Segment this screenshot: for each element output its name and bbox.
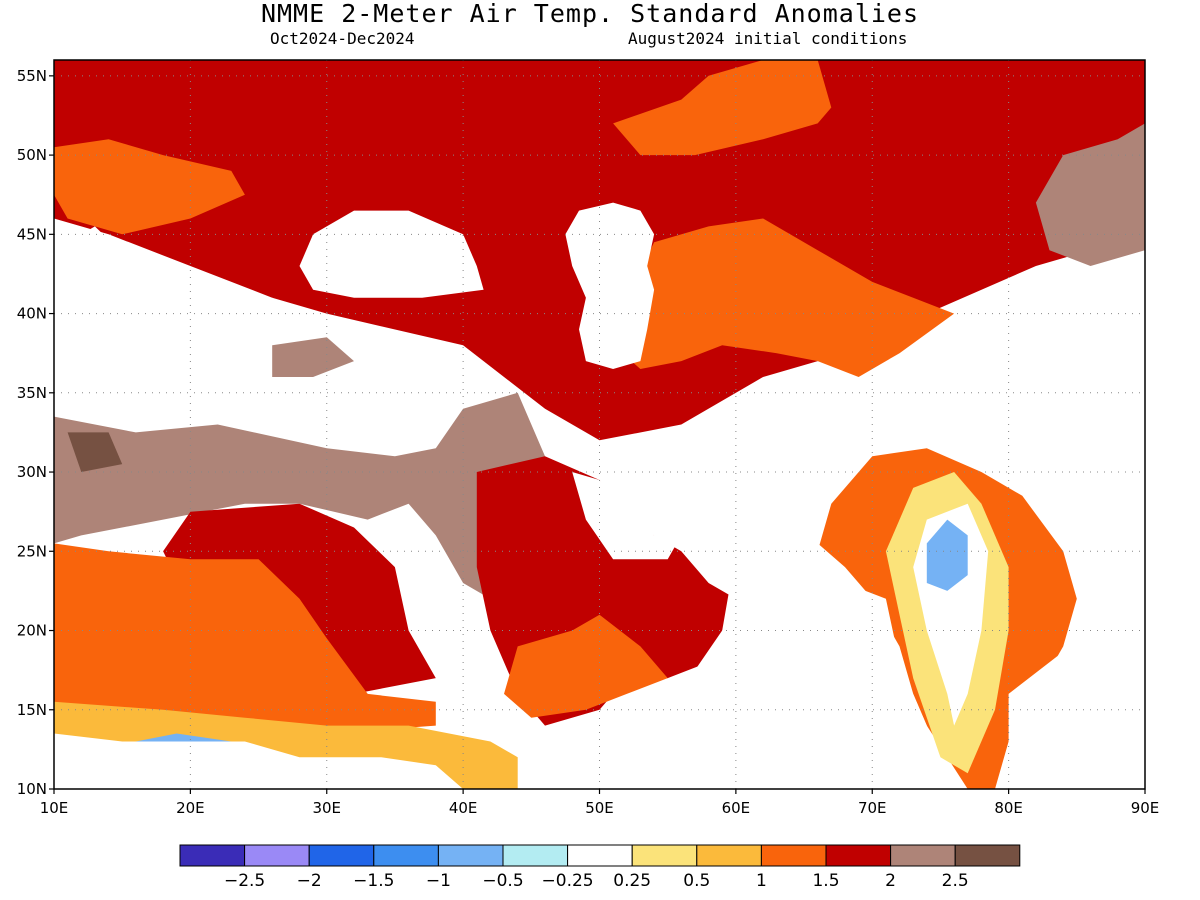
map-title: NMME 2-Meter Air Temp. Standard Anomalie… [260, 0, 920, 28]
colorbar-swatch [567, 844, 633, 867]
colorbar-label: −1.5 [353, 871, 394, 891]
lat-tick-label: 30N [17, 463, 47, 481]
region-gulf-white [572, 472, 682, 560]
region-arabian-sea-white [531, 543, 955, 789]
colorbar-label: 2.5 [942, 871, 969, 891]
colorbar-swatch [631, 844, 698, 867]
colorbar-label: 1.5 [812, 871, 839, 891]
lat-tick-label: 55N [17, 67, 47, 85]
colorbar-swatch [179, 844, 246, 867]
colorbar-label: 0.25 [613, 871, 651, 891]
colorbar-label: 2 [885, 871, 896, 891]
colorbar-swatch [954, 844, 1021, 867]
region-mediterranean-white [54, 226, 409, 457]
lon-tick-label: 80E [994, 799, 1023, 817]
region-arabia-orange [504, 614, 668, 718]
graticule [54, 60, 1145, 789]
lat-tick-label: 40N [17, 305, 47, 323]
lon-tick-label: 10E [40, 799, 69, 817]
region-central-asia-orange [613, 218, 955, 377]
lon-tick-label: 50E [585, 799, 614, 817]
colorbar-label: −0.5 [482, 871, 523, 891]
colorbar-swatch [760, 844, 827, 867]
region-caspian-white [565, 202, 655, 369]
lon-tick-label: 70E [858, 799, 887, 817]
lon-tick-label: 60E [722, 799, 751, 817]
colorbar-swatch [244, 844, 310, 867]
region-black-sea-white [299, 210, 484, 298]
colorbar: −2.5 −2 −1.5 −1 −0.5 −0.25 0.25 0.5 1 1.5 2 2.5 [179, 844, 1021, 891]
region-south-russia-orange [613, 60, 832, 156]
lat-tick-label: 10N [17, 780, 47, 798]
region-turkey-brown [272, 337, 354, 377]
colorbar-swatch [696, 844, 762, 867]
lat-tick-label: 35N [17, 384, 47, 402]
region-north-africa-brown [54, 392, 545, 607]
colorbar-label: 1 [756, 871, 767, 891]
lat-tick-label: 50N [17, 146, 47, 164]
region-africa-orange [54, 543, 436, 734]
region-africa-white-south [54, 733, 464, 789]
colorbar-swatch [825, 844, 892, 867]
colorbar-label: 0.5 [683, 871, 710, 891]
initial-conditions-label: August2024 initial conditions [628, 29, 908, 48]
colorbar-label: −2 [297, 871, 322, 891]
region-india-blue-pool [926, 519, 968, 591]
colorbar-label: −0.25 [542, 871, 594, 891]
colorbar-swatch [373, 844, 439, 867]
colorbar-label: −2.5 [224, 871, 265, 891]
lat-tick-label: 20N [17, 622, 47, 640]
region-libya-dark-brown [67, 432, 123, 472]
colorbar-swatch [308, 844, 375, 867]
anomaly-shading [54, 60, 1145, 789]
region-bay-bengal-white [1008, 598, 1145, 789]
colorbar-label: −1 [426, 871, 451, 891]
lat-tick-label: 45N [17, 225, 47, 243]
colorbar-swatch [890, 844, 956, 867]
lon-tick-label: 90E [1131, 799, 1160, 817]
lat-tick-label: 15N [17, 701, 47, 719]
lon-tick-label: 20E [176, 799, 205, 817]
lon-tick-label: 30E [312, 799, 341, 817]
region-tibet-brown [1035, 123, 1145, 267]
region-europe-orange [54, 139, 245, 235]
colorbar-swatch [437, 844, 504, 867]
lon-tick-label: 40E [449, 799, 478, 817]
forecast-period: Oct2024-Dec2024 [270, 29, 415, 48]
lat-tick-label: 25N [17, 542, 47, 560]
colorbar-swatch [502, 844, 569, 867]
